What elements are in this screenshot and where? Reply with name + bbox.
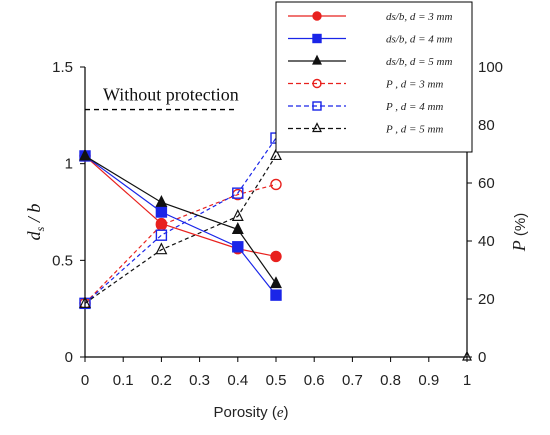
series-line	[84, 183, 277, 304]
series-line	[84, 155, 277, 296]
y-left-axis-label: ds / b	[24, 204, 47, 241]
x-axis-label: Porosity (e)	[213, 404, 288, 421]
x-tick-label: 0.3	[189, 372, 210, 389]
data-point-circle	[270, 178, 282, 191]
y-left-tick-label: 0.5	[52, 252, 73, 269]
y-left-tick-label: 1	[65, 156, 73, 173]
legend-box	[275, 1, 473, 153]
reference-line-group: Without protection	[85, 85, 239, 111]
legend-entry: ds/b, d = 4 mm	[288, 34, 452, 46]
series-ds-b-d-5-mm	[79, 148, 282, 289]
data-point-square	[155, 206, 168, 218]
data-point-square	[232, 187, 244, 199]
data-point-square	[312, 101, 322, 111]
data-point-triangle	[312, 54, 322, 65]
data-point-circle	[312, 11, 322, 21]
legend-label: ds/b, d = 5 mm	[386, 56, 452, 68]
data-point-square	[232, 241, 244, 253]
x-tick-label: 0.2	[151, 372, 172, 389]
series-p-d-3-mm	[79, 178, 282, 310]
series-line	[84, 155, 277, 258]
legend-label: ds/b, d = 4 mm	[386, 34, 452, 46]
data-point-circle	[270, 250, 282, 263]
series-line	[84, 155, 277, 304]
legend-entry: P , d = 3 mm	[288, 79, 443, 91]
legend-entry: P , d = 4 mm	[288, 101, 443, 113]
series-ds-b-d-3-mm	[79, 150, 282, 263]
x-tick-label: 0.9	[418, 372, 439, 389]
data-point-circle	[312, 78, 322, 89]
data-point-triangle	[231, 209, 244, 221]
x-tick-label: 1	[463, 372, 471, 389]
x-tick-label: 0.6	[304, 372, 325, 389]
y-left-tick-label: 0	[65, 349, 73, 366]
legend-entry: ds/b, d = 3 mm	[288, 11, 452, 23]
data-point-triangle	[155, 194, 168, 207]
series-p-d-5-mm	[79, 148, 282, 308]
data-point-triangle	[79, 148, 91, 161]
legend: ds/b, d = 3 mm ds/b, d = 4 mm ds/b, d = 5 …	[275, 1, 473, 153]
data-point-triangle	[155, 242, 168, 255]
without-protection-label: Without protection	[103, 85, 239, 105]
data-point-triangle	[79, 296, 91, 308]
data-point-triangle	[231, 222, 244, 234]
series-line	[84, 155, 277, 284]
legend-label: P , d = 3 mm	[385, 79, 443, 91]
series-line	[84, 137, 277, 304]
x-tick-label: 0.5	[266, 372, 287, 389]
legend-entry: ds/b, d = 5 mm	[288, 54, 452, 68]
legend-entry: P , d = 5 mm	[288, 122, 443, 136]
y-left-tick-label: 1.5	[52, 59, 73, 76]
y-right-tick-label: 80	[478, 117, 495, 134]
data-point-triangle	[270, 276, 282, 289]
x-tick-label: 0.1	[113, 372, 134, 389]
data-point-triangle	[462, 350, 472, 361]
data-point-triangle	[270, 148, 282, 161]
y-right-tick-label: 0	[478, 349, 486, 366]
y-right-tick-label: 60	[478, 175, 495, 192]
x-tick-label: 0.8	[380, 372, 401, 389]
x-tick-label: 0.4	[227, 372, 248, 389]
data-point-square	[312, 33, 322, 44]
data-point-circle	[155, 217, 168, 230]
axes-group: 0 0.1 0.2 0.3 0.4 0.5 0.6 0.7 0.8 0.9 100.511.5020…	[24, 59, 529, 421]
data-point-square	[270, 289, 282, 301]
y-right-axis-label: P (%)	[509, 213, 529, 253]
y-right-tick-label: 100	[478, 59, 503, 76]
x-tick-label: 0.7	[342, 372, 363, 389]
legend-label: ds/b, d = 3 mm	[386, 11, 452, 23]
y-right-tick-label: 40	[478, 233, 495, 250]
legend-label: P , d = 4 mm	[385, 101, 443, 113]
legend-label: P , d = 5 mm	[385, 124, 443, 136]
series-group	[79, 132, 472, 361]
y-right-tick-label: 20	[478, 291, 495, 308]
x-tick-label: 0	[81, 372, 89, 389]
data-point-triangle	[312, 122, 322, 133]
data-point-square	[155, 229, 168, 241]
